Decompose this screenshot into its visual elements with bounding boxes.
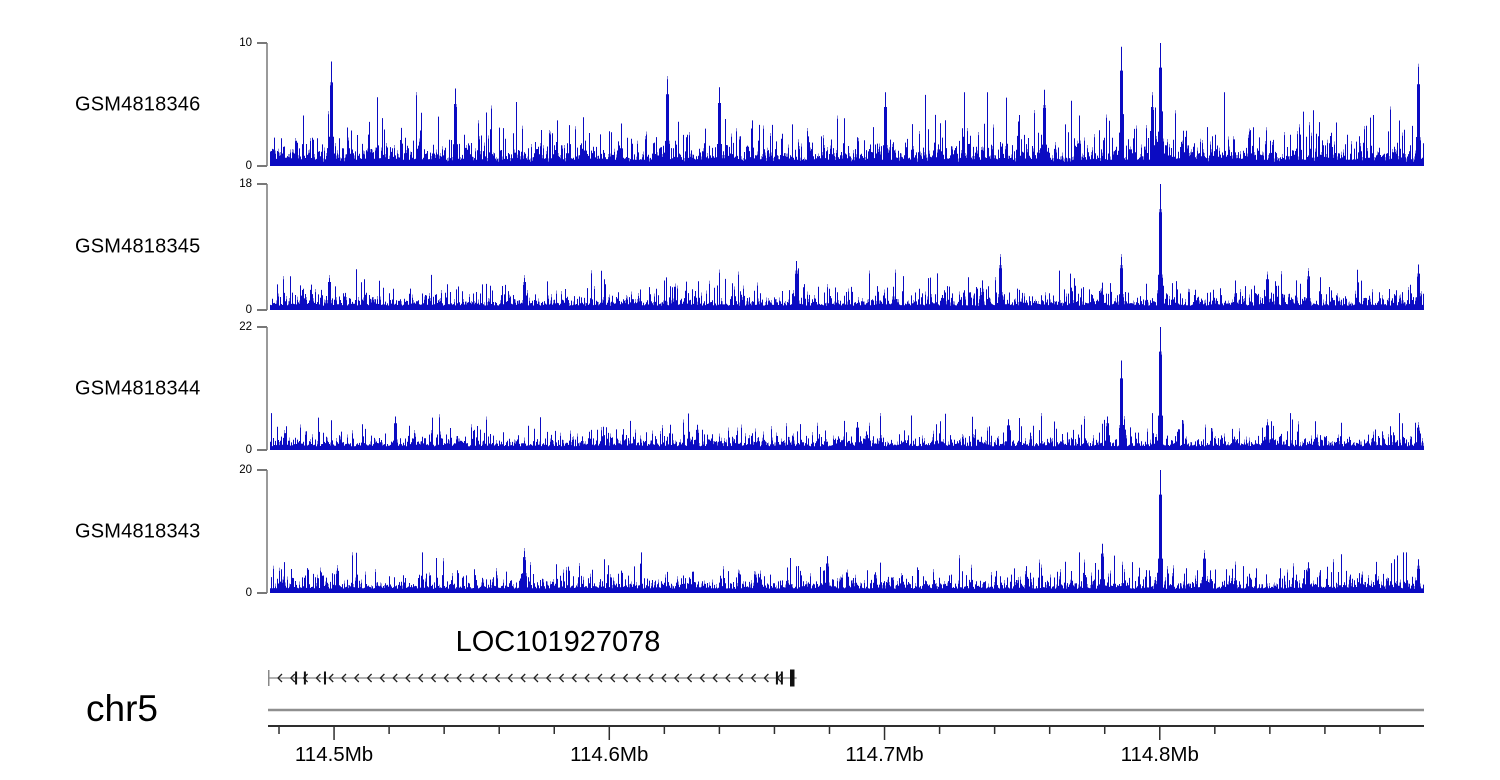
coverage-signal xyxy=(270,327,1424,450)
y-max-label: 22 xyxy=(239,321,252,333)
y-axis-top-tick xyxy=(257,42,267,44)
y-axis-line xyxy=(266,184,268,310)
exon-mark xyxy=(323,671,326,685)
gene-end-exon-block xyxy=(790,669,795,687)
y-axis-zero-tick xyxy=(257,165,267,167)
exon-mark xyxy=(303,671,306,685)
y-axis-line xyxy=(266,470,268,593)
y-zero-label: 0 xyxy=(245,444,252,456)
genomic-coordinate-axis: 114.5Mb 114.6Mb 114.7Mb 114.8Mb xyxy=(268,708,1424,766)
track-label: GSM4818343 xyxy=(75,520,201,542)
y-zero-label: 0 xyxy=(245,587,252,599)
exon-mark xyxy=(775,671,778,685)
y-zero-label: 0 xyxy=(245,160,252,172)
y-axis-top-tick xyxy=(257,326,267,328)
axis-tick-label: 114.6Mb xyxy=(570,743,648,766)
coverage-signal xyxy=(270,470,1424,593)
coverage-track-1: GSM4818346 10 0 xyxy=(0,37,1500,172)
gene-name-label: LOC101927078 xyxy=(455,626,661,658)
y-axis-top-tick xyxy=(257,183,267,185)
gene-model xyxy=(268,669,797,687)
axis-tick-label: 114.5Mb xyxy=(295,743,373,766)
chromosome-label: chr5 xyxy=(86,688,158,729)
y-axis-zero-tick xyxy=(257,449,267,451)
y-axis-zero-tick xyxy=(257,309,267,311)
y-max-label: 10 xyxy=(239,37,252,49)
coverage-signal xyxy=(270,184,1424,310)
y-max-label: 20 xyxy=(239,464,252,476)
y-max-label: 18 xyxy=(239,178,252,190)
coverage-signal xyxy=(270,43,1424,166)
coverage-track-2: GSM4818345 18 0 xyxy=(0,178,1500,316)
axis-tick-label: 114.7Mb xyxy=(845,743,923,766)
exon-mark xyxy=(780,671,783,685)
track-label: GSM4818344 xyxy=(75,377,201,399)
coverage-track-3: GSM4818344 22 0 xyxy=(0,321,1500,456)
y-zero-label: 0 xyxy=(245,304,252,316)
y-axis-zero-tick xyxy=(257,592,267,594)
exon-mark xyxy=(295,671,298,685)
axis-tick-label: 114.8Mb xyxy=(1121,743,1199,766)
y-axis-line xyxy=(266,327,268,450)
track-label: GSM4818345 xyxy=(75,235,201,258)
y-axis-line xyxy=(266,43,268,166)
track-label: GSM4818346 xyxy=(75,93,201,115)
coverage-track-4: GSM4818343 20 0 xyxy=(0,464,1500,599)
y-axis-top-tick xyxy=(257,469,267,471)
